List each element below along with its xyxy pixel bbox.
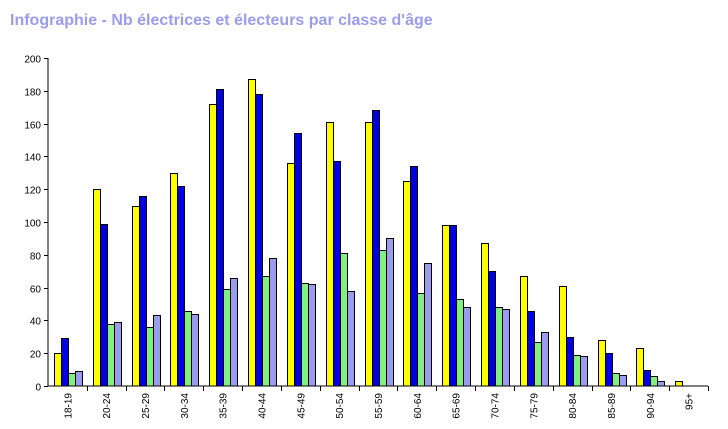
x-tick-label: 70-74 [490, 393, 501, 419]
bar [248, 79, 256, 387]
y-tick-label: 40 [30, 317, 42, 328]
bar [287, 163, 295, 387]
bar [230, 278, 238, 387]
bar [559, 286, 567, 387]
bar [495, 307, 503, 387]
bar [54, 353, 62, 387]
bar [209, 104, 217, 387]
y-tick-label: 100 [24, 219, 41, 230]
x-tick-label: 55-59 [374, 393, 385, 419]
bars [54, 79, 683, 387]
bar [403, 181, 411, 387]
y-tick-label: 0 [35, 383, 41, 394]
x-tick-label: 30-34 [180, 393, 191, 419]
x-tick-label: 65-69 [452, 393, 463, 419]
bar [386, 238, 394, 387]
bar [456, 299, 464, 387]
bar [333, 161, 341, 387]
bar [520, 276, 528, 387]
x-tick-label: 40-44 [258, 393, 269, 419]
bar [410, 166, 418, 387]
y-tick-label: 160 [24, 121, 41, 132]
bar [223, 289, 231, 387]
bar [255, 94, 263, 387]
x-tick-label: 50-54 [335, 393, 346, 419]
bar [132, 206, 140, 387]
bar [534, 342, 542, 387]
bar [191, 314, 199, 387]
x-tick-label: 25-29 [141, 393, 152, 419]
bar [114, 322, 122, 387]
bar [153, 315, 161, 387]
bar [365, 122, 373, 387]
bar [308, 284, 316, 387]
bar [170, 173, 178, 387]
bar [481, 243, 489, 387]
bar [463, 307, 471, 387]
bar [75, 371, 83, 387]
x-tick-label: 90-94 [646, 393, 657, 419]
bar [566, 337, 574, 387]
chart-title: Infographie - Nb électrices et électeurs… [10, 12, 433, 29]
bar [417, 293, 425, 387]
x-tick-label: 85-89 [607, 393, 618, 419]
y-tick-label: 20 [30, 350, 42, 361]
bar [294, 133, 302, 387]
x-tick-label: 35-39 [219, 393, 230, 419]
bar [675, 381, 683, 387]
bar [340, 253, 348, 387]
bar [347, 291, 355, 387]
y-tick-label: 120 [24, 186, 41, 197]
x-tick-label: 20-24 [102, 393, 113, 419]
bar [146, 327, 154, 387]
bar [580, 356, 588, 387]
bar [301, 283, 309, 387]
bar [372, 110, 380, 387]
bar [598, 340, 606, 387]
bar [216, 89, 224, 387]
bar [424, 263, 432, 387]
x-tick-label: 75-79 [529, 393, 540, 419]
bar [326, 122, 334, 387]
bar [61, 338, 69, 387]
y-tick-label: 200 [24, 55, 41, 66]
bar [269, 258, 277, 387]
bar [184, 311, 192, 387]
x-tick-label: 18-19 [63, 393, 74, 419]
bar [139, 196, 147, 387]
bar [619, 375, 627, 387]
bar [449, 225, 457, 387]
bar [573, 355, 581, 387]
bar [612, 373, 620, 387]
x-tick-label: 45-49 [296, 393, 307, 419]
tick-labels: 0 20 40 60 80 100 120 140 160 180 200 18-19 20-24 25-… [24, 55, 695, 419]
bar [379, 250, 387, 387]
bar [657, 381, 665, 387]
bar [650, 376, 658, 387]
bar [93, 189, 101, 387]
y-tick-label: 80 [30, 252, 42, 263]
bar [107, 324, 115, 387]
bar [541, 332, 549, 387]
bar [502, 309, 510, 387]
y-tick-label: 140 [24, 153, 41, 164]
bar [527, 311, 535, 387]
x-tick-label: 80-84 [568, 393, 579, 419]
bar [177, 186, 185, 387]
x-tick-label: 95+ [685, 393, 696, 410]
bar [442, 225, 450, 387]
y-tick-label: 60 [30, 285, 42, 296]
y-tick-label: 180 [24, 88, 41, 99]
bar [636, 348, 644, 387]
bar [605, 353, 613, 387]
bar [643, 370, 651, 387]
bar [100, 224, 108, 387]
bar [68, 373, 76, 387]
bar [488, 271, 496, 387]
x-tick-label: 60-64 [413, 393, 424, 419]
bar [262, 276, 270, 387]
